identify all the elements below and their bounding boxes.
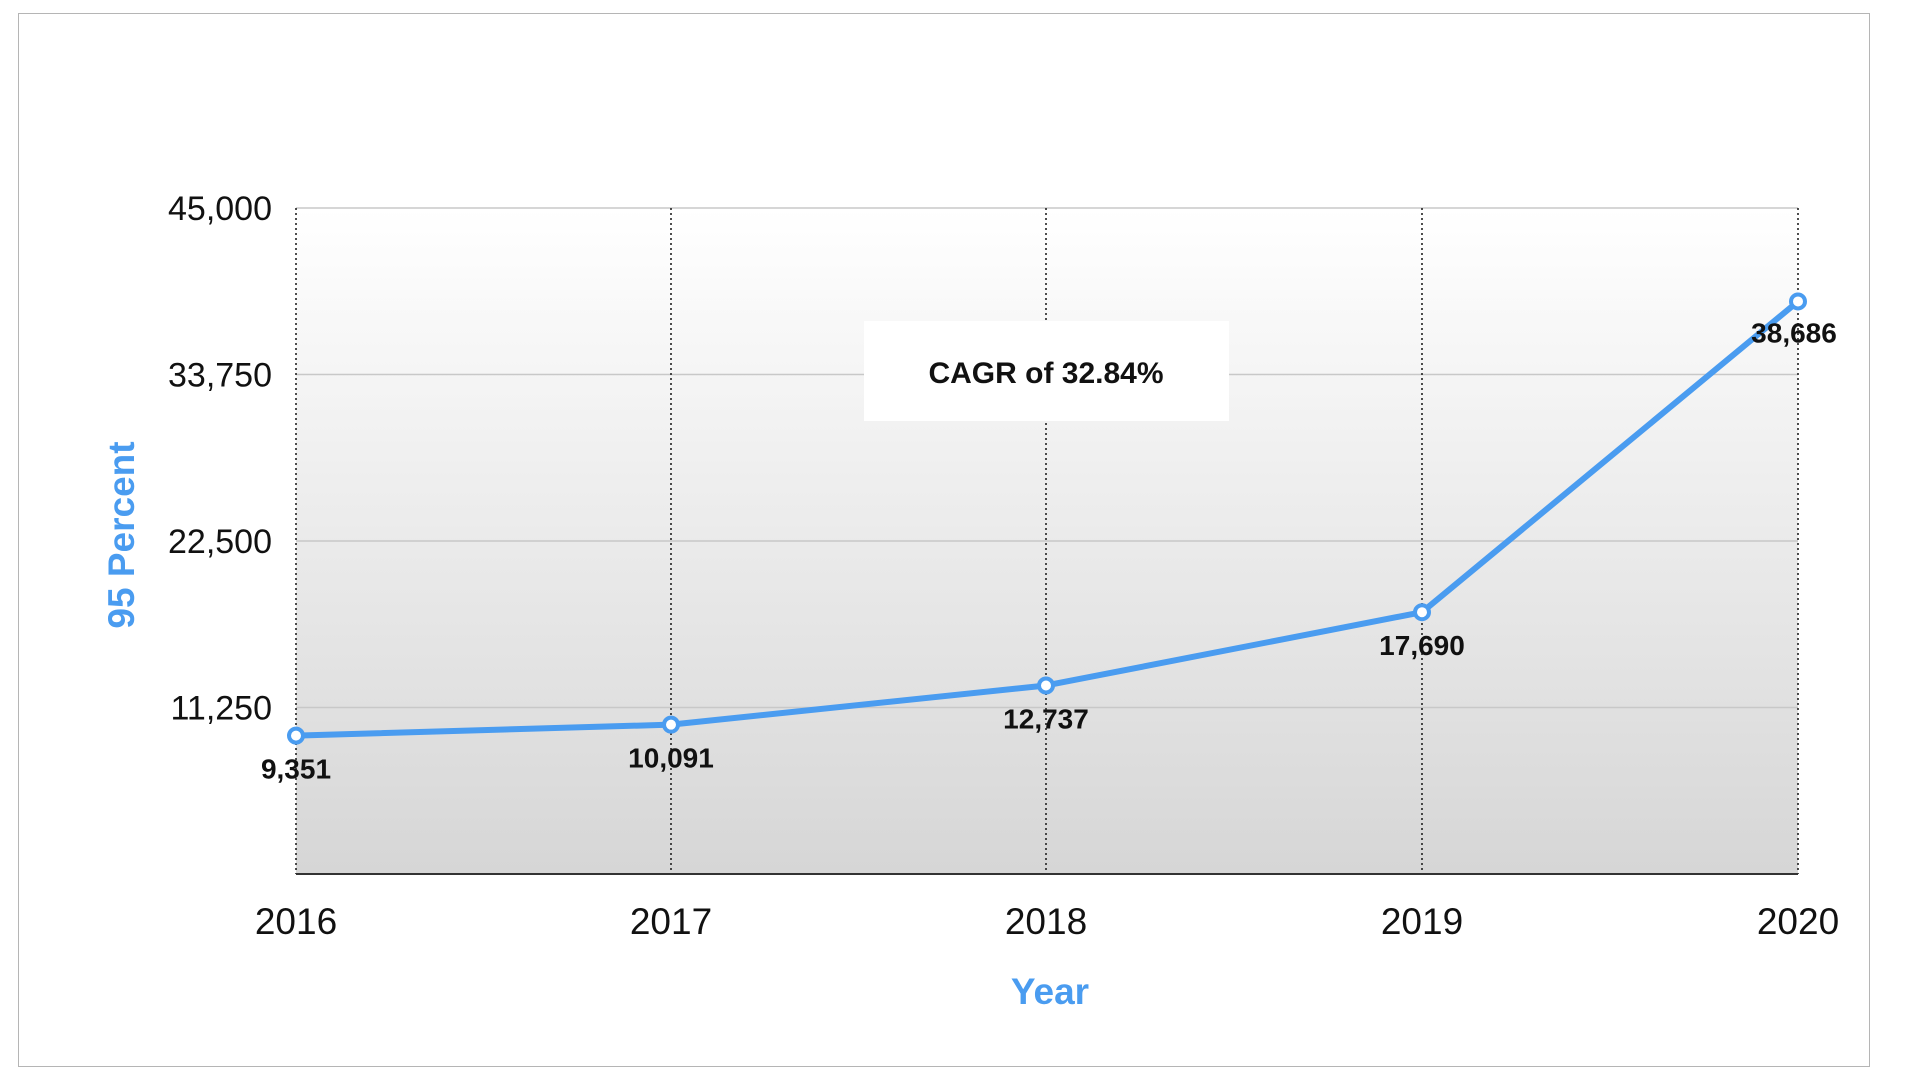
data-label: 12,737 <box>1003 703 1089 734</box>
series-line <box>287 292 1807 745</box>
y-tick-label: 33,750 <box>168 357 272 395</box>
x-tick-label: 2017 <box>630 901 712 942</box>
data-label: 17,690 <box>1379 630 1465 661</box>
data-point <box>287 726 305 745</box>
x-tick-label: 2019 <box>1381 901 1463 942</box>
data-labels: 9,351 10,091 12,737 17,690 38,686 <box>261 317 1837 784</box>
data-label: 38,686 <box>1751 317 1837 348</box>
x-tick-label: 2016 <box>255 901 337 942</box>
y-tick-label: 22,500 <box>168 523 272 561</box>
x-tick-label: 2018 <box>1005 901 1087 942</box>
data-point <box>1413 603 1431 622</box>
x-tick-label: 2020 <box>1757 901 1839 942</box>
annotation-box <box>864 321 1229 421</box>
data-point <box>1789 292 1807 311</box>
axes: 11,250 22,500 33,750 45,000 2016 2017 2018 2019… <box>168 190 1839 942</box>
y-tick-label: 11,250 <box>171 690 272 728</box>
y-axis-title: 95 Percent <box>101 441 142 628</box>
y-tick-label: 45,000 <box>168 190 272 228</box>
data-label: 10,091 <box>628 743 714 774</box>
data-point <box>662 715 680 734</box>
data-label: 9,351 <box>261 754 331 785</box>
cagr-annotation: CAGR of 32.84% <box>864 321 1229 421</box>
annotation-text: CAGR of 32.84% <box>928 357 1163 390</box>
data-point <box>1037 676 1055 695</box>
axis-titles: Year 95 Percent <box>101 441 1089 1012</box>
x-axis-title: Year <box>1011 971 1089 1012</box>
